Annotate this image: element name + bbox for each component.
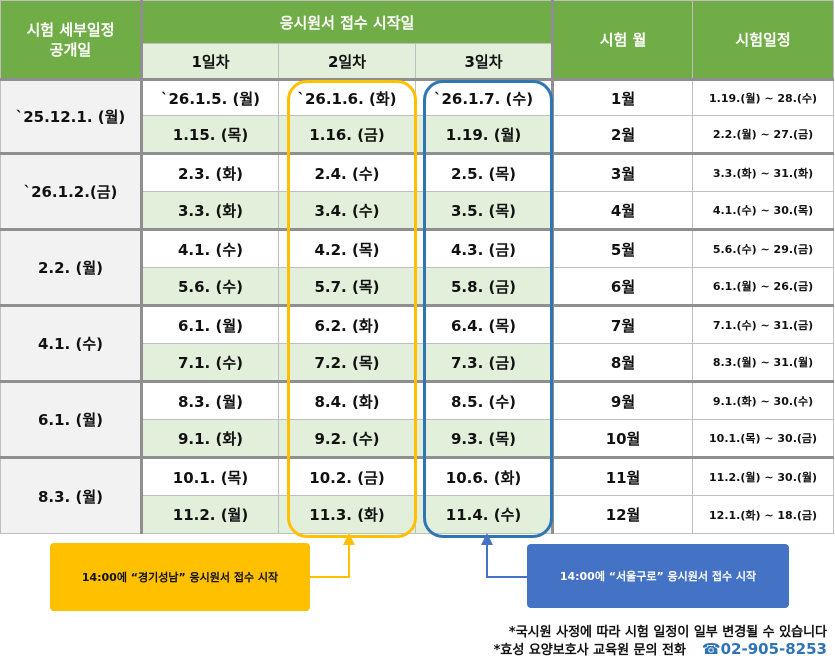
round-2-date-cell: 3.4. (수) [278,191,416,230]
exam-period-cell: 4.1.(수) ~ 30.(목) [692,191,835,230]
header-round-2: 2일차 [278,43,416,81]
schedule-row: `25.12.1. (월) `26.1.5. (월) `26.1.6. (화) `26… [0,78,835,154]
exam-month-cell: 2월 [551,115,694,154]
exam-period-cell: 10.1.(목) ~ 30.(금) [692,419,835,458]
schedule-row: 6.1. (월) 8.3. (월) 8.4. (화) 8.5. (수) 9월 9.1.(화… [0,380,835,458]
exam-period-cell: 11.2.(월) ~ 30.(월) [692,456,835,496]
exam-month-cell: 7월 [551,304,694,344]
exam-month-cell: 9월 [551,380,694,420]
round-2-date-cell: 10.2. (금) [278,456,416,496]
round-1-date-cell: 6.1. (월) [141,304,279,344]
exam-month-cell: 10월 [551,419,694,458]
schedule-row: 11.2. (월) 11.3. (화) 11.4. (수) 12월 12.1.(화) ~… [1,495,835,534]
announce-date-cell: 4.1. (수) [0,304,143,382]
round-1-date-cell: 5.6. (수) [141,267,279,306]
round-1-date-cell: 7.1. (수) [141,343,279,382]
round-2-date-cell: 5.7. (목) [278,267,416,306]
note-schedule-change: *국시원 사정에 따라 시험 일정이 일부 변경될 수 있습니다 [508,625,827,640]
exam-month-cell: 11월 [551,456,694,496]
exam-month-cell: 6월 [551,267,694,306]
round-1-date-cell: 4.1. (수) [141,228,279,268]
round-1-date-cell: 11.2. (월) [141,495,279,534]
header-round-1: 1일차 [141,43,279,81]
round-1-date-cell: 9.1. (화) [141,419,279,458]
schedule-row: 9.1. (화) 9.2. (수) 9.3. (목) 10월 10.1.(목) ~ 30… [1,419,835,458]
schedule-row: 7.1. (수) 7.2. (목) 7.3. (금) 8월 8.3.(월) ~ 31.(… [1,343,835,382]
round-3-date-cell: 4.3. (금) [414,228,554,268]
announce-date-cell: `26.1.2.(금) [0,152,143,230]
right-connector [481,533,527,578]
round-2-date-cell: 4.2. (목) [278,228,416,268]
schedule-row: 5.6. (수) 5.7. (목) 5.8. (금) 6월 6.1.(월) ~ 26.(… [1,267,835,306]
round-3-date-cell: 6.4. (목) [414,304,554,344]
phone-number: ☎02-905-8253 [701,640,827,658]
round-2-date-cell: 1.16. (금) [278,115,416,154]
exam-schedule-table: 시험 세부일정 공개일 응시원서 접수 시작일 시험 월 시험일정 1일차 2일… [0,0,835,534]
exam-period-cell: 7.1.(수) ~ 31.(금) [692,304,835,344]
round-3-date-cell: `26.1.7. (수) [414,78,554,116]
round-3-date-cell: 9.3. (목) [414,419,554,458]
left-connector [310,533,355,578]
schedule-row: 8.3. (월) 10.1. (목) 10.2. (금) 10.6. (화) 11월 11… [0,456,835,534]
header-announce-date: 시험 세부일정 공개일 [0,0,143,80]
round-1-date-cell: `26.1.5. (월) [141,78,279,116]
exam-period-cell: 5.6.(수) ~ 29.(금) [692,228,835,268]
round-1-date-cell: 3.3. (화) [141,191,279,230]
exam-month-cell: 4월 [551,191,694,230]
round-3-date-cell: 10.6. (화) [414,456,554,496]
exam-period-cell: 1.19.(월) ~ 28.(수) [692,78,835,116]
round-2-date-cell: `26.1.6. (화) [278,78,416,116]
schedule-row: 3.3. (화) 3.4. (수) 3.5. (목) 4월 4.1.(수) ~ 30.(… [1,191,835,230]
exam-month-cell: 1월 [551,78,694,116]
announce-date-cell: 2.2. (월) [0,228,143,306]
round-3-date-cell: 8.5. (수) [414,380,554,420]
round-3-date-cell: 11.4. (수) [414,495,554,534]
round-3-date-cell: 1.19. (월) [414,115,554,154]
round-1-date-cell: 2.3. (화) [141,152,279,192]
announce-date-cell: 8.3. (월) [0,456,143,534]
exam-period-cell: 6.1.(월) ~ 26.(금) [692,267,835,306]
exam-period-cell: 3.3.(화) ~ 31.(화) [692,152,835,192]
header-reception-start: 응시원서 접수 시작일 [140,0,554,44]
round-2-date-cell: 9.2. (수) [278,419,416,458]
round-2-date-cell: 11.3. (화) [278,495,416,534]
round-3-date-cell: 2.5. (목) [414,152,554,192]
round-3-date-cell: 7.3. (금) [414,343,554,382]
schedule-row: 2.2. (월) 4.1. (수) 4.2. (목) 4.3. (금) 5월 5.6.(수… [0,228,835,306]
header-exam-schedule: 시험일정 [692,0,835,80]
exam-period-cell: 8.3.(월) ~ 31.(월) [692,343,835,382]
schedule-row: 4.1. (수) 6.1. (월) 6.2. (화) 6.4. (목) 7월 7.1.(수… [0,304,835,382]
announce-date-cell: `25.12.1. (월) [0,78,143,154]
round-2-date-cell: 6.2. (화) [278,304,416,344]
round-3-date-cell: 3.5. (목) [414,191,554,230]
exam-period-cell: 2.2.(월) ~ 27.(금) [692,115,835,154]
callout-seongnam: 14:00에 “경기성남” 응시원서 접수 시작 [50,543,310,611]
round-1-date-cell: 10.1. (목) [141,456,279,496]
exam-month-cell: 5월 [551,228,694,268]
exam-month-cell: 12월 [551,495,694,534]
round-3-date-cell: 5.8. (금) [414,267,554,306]
round-2-date-cell: 8.4. (화) [278,380,416,420]
header-round-3: 3일차 [414,43,554,81]
round-2-date-cell: 7.2. (목) [278,343,416,382]
schedule-row: `26.1.2.(금) 2.3. (화) 2.4. (수) 2.5. (목) 3월 3.3… [0,152,835,230]
round-1-date-cell: 8.3. (월) [141,380,279,420]
round-1-date-cell: 1.15. (목) [141,115,279,154]
note-contact: *효성 요양보호사 교육원 문의 전화 ☎02-905-8253 [494,639,827,658]
round-2-date-cell: 2.4. (수) [278,152,416,192]
exam-period-cell: 9.1.(화) ~ 30.(수) [692,380,835,420]
schedule-row: 1.15. (목) 1.16. (금) 1.19. (월) 2월 2.2.(월) ~ 2… [1,115,835,154]
announce-date-cell: 6.1. (월) [0,380,143,458]
note-contact-label: *효성 요양보호사 교육원 문의 전화 [493,643,686,658]
callout-guro: 14:00에 “서울구로” 응시원서 접수 시작 [527,544,789,608]
exam-period-cell: 12.1.(화) ~ 18.(금) [692,495,835,534]
exam-month-cell: 8월 [551,343,694,382]
header-exam-month: 시험 월 [551,0,694,80]
exam-month-cell: 3월 [551,152,694,192]
